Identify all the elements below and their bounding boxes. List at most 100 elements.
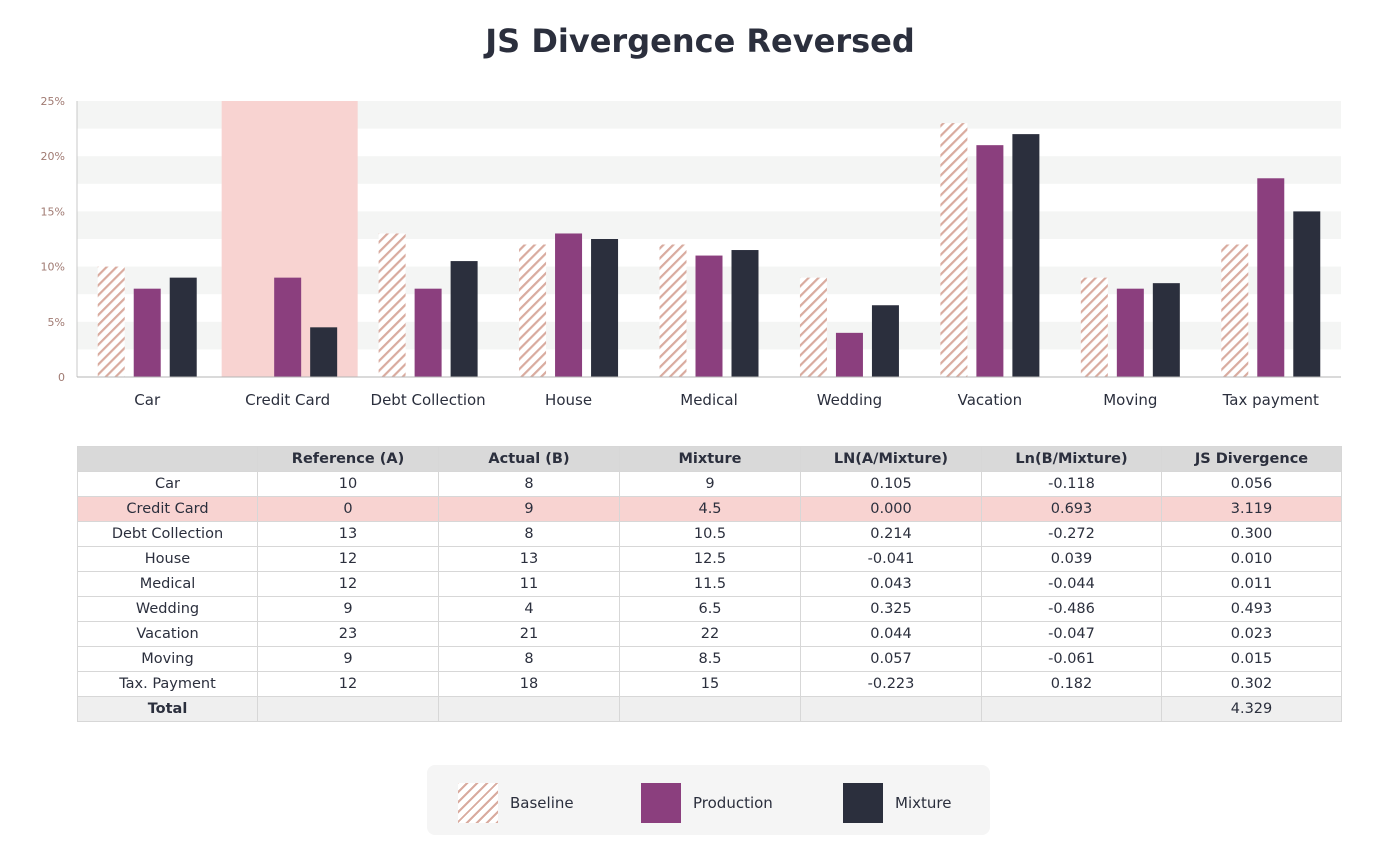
- table-row: Medical 12 11 11.5 0.043 -0.044 0.011: [77, 571, 1342, 597]
- cell-ln-a: 0.000: [800, 496, 982, 522]
- cell-reference: 12: [257, 671, 439, 697]
- cell-category: Car: [77, 471, 258, 497]
- total-empty-cell: [981, 696, 1162, 722]
- legend-swatch-baseline: [458, 783, 498, 823]
- cell-category: Moving: [77, 646, 258, 672]
- cell-reference: 12: [257, 546, 439, 572]
- cell-ln-b: -0.486: [981, 596, 1162, 622]
- table-row: Car 10 8 9 0.105 -0.118 0.056: [77, 471, 1342, 497]
- cell-ln-a: 0.214: [800, 521, 982, 547]
- legend-swatch-production: [641, 783, 681, 823]
- y-tick-label: 25%: [41, 95, 65, 108]
- bar-mixture: [310, 327, 338, 377]
- x-tick-label: Debt Collection: [371, 391, 486, 409]
- cell-js-divergence: 0.493: [1161, 596, 1342, 622]
- y-tick-label: 15%: [41, 205, 65, 218]
- cell-ln-a: 0.044: [800, 621, 982, 647]
- header-ln-b: Ln(B/Mixture): [981, 446, 1162, 472]
- table-row: Wedding 9 4 6.5 0.325 -0.486 0.493: [77, 596, 1342, 622]
- legend-label-baseline: Baseline: [510, 794, 574, 812]
- header-mixture: Mixture: [619, 446, 801, 472]
- cell-reference: 9: [257, 596, 439, 622]
- legend-label-mixture: Mixture: [895, 794, 952, 812]
- header-actual: Actual (B): [438, 446, 620, 472]
- x-tick-label: Wedding: [817, 391, 882, 409]
- x-tick-label: Car: [134, 391, 161, 409]
- table-row: Moving 9 8 8.5 0.057 -0.061 0.015: [77, 646, 1342, 672]
- total-empty-cell: [438, 696, 620, 722]
- table-row: Vacation 23 21 22 0.044 -0.047 0.023: [77, 621, 1342, 647]
- x-tick-label: Tax payment: [1222, 391, 1319, 409]
- bar-mixture: [871, 305, 899, 377]
- bar-baseline: [799, 277, 827, 377]
- cell-ln-b: -0.061: [981, 646, 1162, 672]
- header-reference: Reference (A): [257, 446, 439, 472]
- cell-mixture: 6.5: [619, 596, 801, 622]
- bar-mixture: [591, 239, 619, 377]
- total-value: 4.329: [1161, 696, 1342, 722]
- x-tick-label: House: [545, 391, 592, 409]
- table-total-row: Total 4.329: [77, 696, 1342, 722]
- chart-title: JS Divergence Reversed: [485, 22, 915, 60]
- table-row: Credit Card 0 9 4.5 0.000 0.693 3.119: [77, 496, 1342, 522]
- x-tick-label: Medical: [680, 391, 737, 409]
- bar-production: [835, 332, 863, 377]
- total-empty-cell: [257, 696, 439, 722]
- cell-category: Credit Card: [77, 496, 258, 522]
- y-tick-label: 20%: [41, 150, 65, 163]
- bar-production: [555, 233, 583, 377]
- bar-production: [274, 277, 302, 377]
- y-tick-label: 10%: [41, 261, 65, 274]
- cell-js-divergence: 0.300: [1161, 521, 1342, 547]
- cell-ln-b: -0.047: [981, 621, 1162, 647]
- table-header-row: Reference (A) Actual (B) Mixture LN(A/Mi…: [77, 446, 1342, 472]
- legend-swatch-mixture: [843, 783, 883, 823]
- legend-label-production: Production: [693, 794, 773, 812]
- cell-reference: 12: [257, 571, 439, 597]
- cell-category: House: [77, 546, 258, 572]
- bar-production: [133, 288, 161, 377]
- cell-ln-a: 0.043: [800, 571, 982, 597]
- cell-ln-a: 0.105: [800, 471, 982, 497]
- table-row: Tax. Payment 12 18 15 -0.223 0.182 0.302: [77, 671, 1342, 697]
- divergence-table: Reference (A) Actual (B) Mixture LN(A/Mi…: [77, 446, 1342, 722]
- y-tick-label: 0: [58, 371, 65, 384]
- cell-actual: 8: [438, 471, 620, 497]
- cell-actual: 18: [438, 671, 620, 697]
- cell-category: Wedding: [77, 596, 258, 622]
- cell-js-divergence: 0.010: [1161, 546, 1342, 572]
- cell-ln-b: -0.118: [981, 471, 1162, 497]
- cell-actual: 8: [438, 646, 620, 672]
- bar-baseline: [519, 244, 547, 377]
- total-empty-cell: [800, 696, 982, 722]
- bar-production: [976, 145, 1004, 377]
- cell-js-divergence: 0.015: [1161, 646, 1342, 672]
- cell-mixture: 8.5: [619, 646, 801, 672]
- cell-reference: 10: [257, 471, 439, 497]
- cell-ln-b: 0.039: [981, 546, 1162, 572]
- bar-mixture: [1293, 211, 1321, 377]
- cell-ln-a: 0.057: [800, 646, 982, 672]
- total-label: Total: [77, 696, 258, 722]
- cell-mixture: 4.5: [619, 496, 801, 522]
- cell-category: Vacation: [77, 621, 258, 647]
- cell-mixture: 15: [619, 671, 801, 697]
- cell-actual: 13: [438, 546, 620, 572]
- x-tick-label: Credit Card: [245, 391, 330, 409]
- cell-actual: 11: [438, 571, 620, 597]
- cell-mixture: 9: [619, 471, 801, 497]
- header-category: [77, 446, 258, 472]
- cell-actual: 4: [438, 596, 620, 622]
- total-empty-cell: [619, 696, 801, 722]
- cell-category: Debt Collection: [77, 521, 258, 547]
- cell-js-divergence: 0.011: [1161, 571, 1342, 597]
- cell-js-divergence: 0.302: [1161, 671, 1342, 697]
- bar-baseline: [378, 233, 406, 377]
- cell-ln-a: 0.325: [800, 596, 982, 622]
- cell-mixture: 12.5: [619, 546, 801, 572]
- bar-mixture: [450, 261, 478, 377]
- bar-baseline: [1080, 277, 1108, 377]
- cell-mixture: 11.5: [619, 571, 801, 597]
- cell-actual: 8: [438, 521, 620, 547]
- bar-mixture: [731, 250, 759, 377]
